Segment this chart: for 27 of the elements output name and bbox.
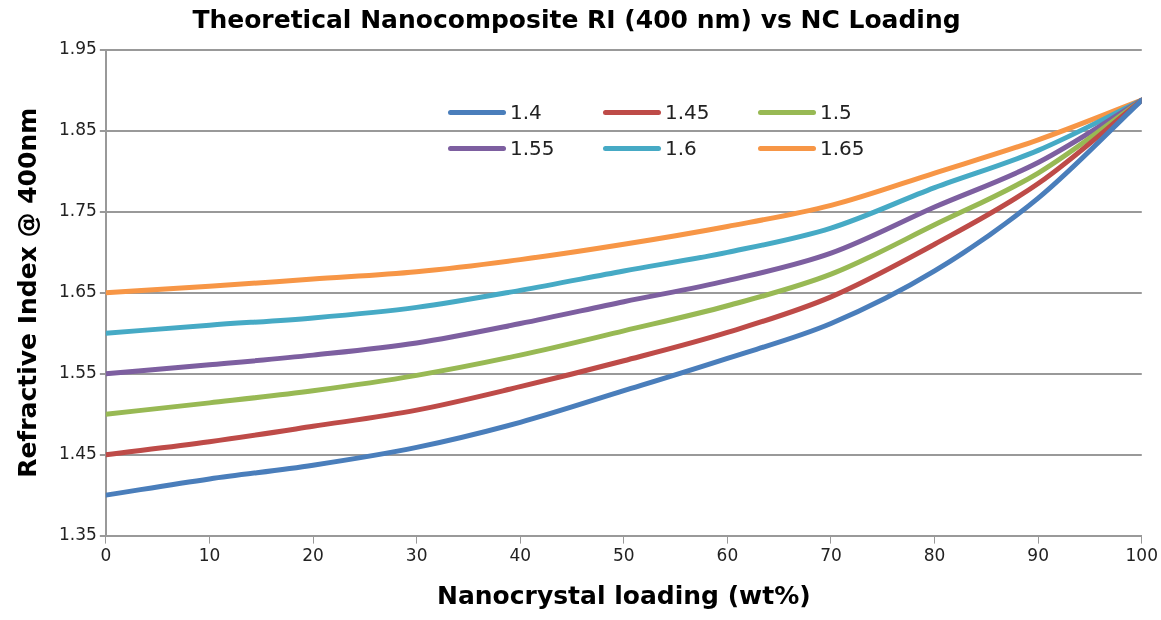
chart-title: Theoretical Nanocomposite RI (400 nm) vs NC Loading <box>192 4 961 34</box>
x-tick-label: 60 <box>716 545 739 566</box>
x-tick-label: 100 <box>1125 545 1158 566</box>
y-tick-label: 1.55 <box>58 362 97 383</box>
y-tick-label: 1.45 <box>58 443 97 464</box>
legend-label: 1.4 <box>510 100 542 124</box>
y-tick-label: 1.85 <box>58 119 97 140</box>
y-tick-label: 1.75 <box>58 200 97 221</box>
legend-label: 1.45 <box>665 100 710 124</box>
x-tick-label: 40 <box>509 545 532 566</box>
x-tick-label: 80 <box>923 545 946 566</box>
y-tick-label: 1.35 <box>58 524 97 545</box>
x-tick-label: 20 <box>302 545 324 566</box>
x-tick-label: 50 <box>612 545 635 566</box>
legend-label: 1.65 <box>820 136 865 160</box>
x-tick-label: 90 <box>1027 545 1049 566</box>
x-tick-label: 30 <box>405 545 428 566</box>
x-tick-label: 0 <box>100 545 112 566</box>
y-tick-label: 1.95 <box>58 38 97 59</box>
legend-label: 1.5 <box>820 100 852 124</box>
x-tick-label: 10 <box>198 545 221 566</box>
x-axis-title: Nanocrystal loading (wt%) <box>437 580 811 610</box>
y-axis-title: Refractive Index @ 400nm <box>12 107 42 478</box>
legend-label: 1.55 <box>510 136 555 160</box>
y-tick-label: 1.65 <box>58 281 97 302</box>
legend-label: 1.6 <box>665 136 697 160</box>
x-tick-label: 70 <box>820 545 842 566</box>
